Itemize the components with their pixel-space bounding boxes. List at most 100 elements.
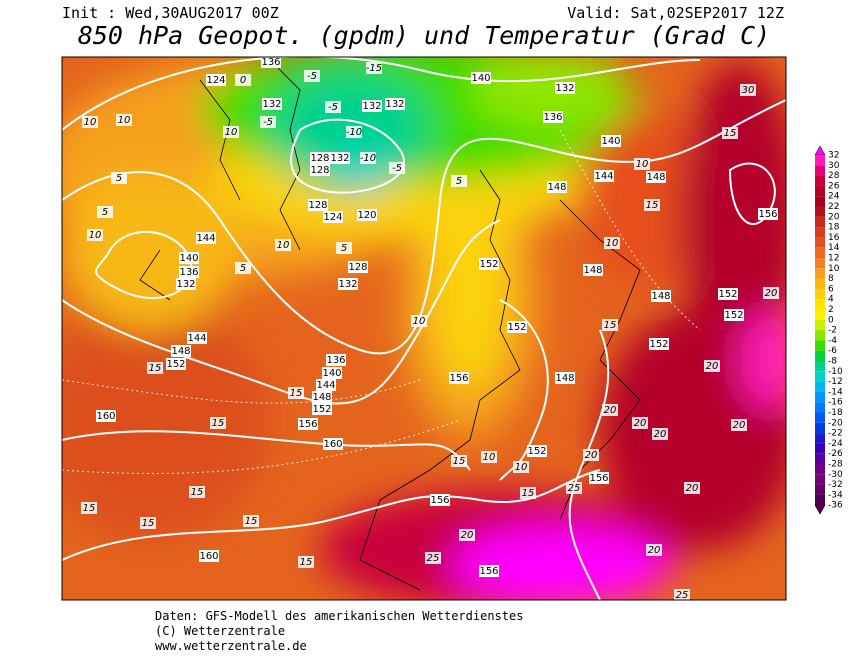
geopotential-label-box bbox=[308, 199, 328, 211]
geopotential-label-box bbox=[362, 100, 382, 112]
geopotential-label: 132 bbox=[338, 279, 357, 290]
temperature-label-box bbox=[366, 62, 382, 74]
geopotential-label: 160 bbox=[323, 439, 342, 450]
colorbar-swatch bbox=[815, 155, 825, 166]
geopotential-label-box bbox=[323, 211, 343, 223]
geopotential-label: 148 bbox=[646, 172, 665, 183]
geopotential-label-box bbox=[310, 152, 330, 164]
colorbar-label: -36 bbox=[828, 501, 843, 511]
temperature-label: 10 bbox=[413, 316, 426, 327]
geopotential-label-box bbox=[646, 171, 666, 183]
geopotential-label-box bbox=[262, 98, 282, 110]
colorbar-label: 4 bbox=[828, 295, 834, 305]
geopotential-label: 128 bbox=[348, 262, 367, 273]
temperature-label-box bbox=[288, 387, 304, 399]
colorbar-label: 6 bbox=[828, 284, 834, 294]
geopotential-label: 132 bbox=[385, 99, 404, 110]
temperature-label-box bbox=[740, 84, 756, 96]
geopotential-label-box bbox=[338, 278, 358, 290]
geopotential-label: 152 bbox=[166, 359, 185, 370]
temperature-label: -5 bbox=[328, 102, 338, 113]
geopotential-label-box bbox=[312, 391, 332, 403]
geopotential-label: 144 bbox=[594, 171, 613, 182]
temperature-label: 20 bbox=[604, 405, 617, 416]
temperature-label: 20 bbox=[765, 288, 778, 299]
temperature-label: 15 bbox=[212, 418, 225, 429]
temperature-label-box bbox=[652, 428, 668, 440]
geopotential-label-box bbox=[330, 152, 350, 164]
geopotential-label: 148 bbox=[583, 265, 602, 276]
geopotential-label: 152 bbox=[507, 322, 526, 333]
colorbar-swatch bbox=[815, 258, 825, 269]
temperature-label: 25 bbox=[676, 590, 689, 601]
geopotential-label-box bbox=[651, 290, 671, 302]
temperature-label: 10 bbox=[84, 117, 97, 128]
temperature-label: 5 bbox=[341, 243, 347, 254]
colorbar-label: 18 bbox=[828, 223, 840, 233]
geopotential-label: 128 bbox=[308, 200, 327, 211]
geopotential-label-box bbox=[385, 98, 405, 110]
temperature-label: 5 bbox=[240, 263, 246, 274]
temperature-label: 15 bbox=[290, 388, 303, 399]
colorbar-label: 28 bbox=[828, 171, 840, 181]
temperature-label-box bbox=[389, 162, 405, 174]
colorbar: 32302826242220181614121086420-2-4-6-8-10… bbox=[814, 145, 843, 515]
geopotential-label: 144 bbox=[187, 333, 206, 344]
temperature-label-box bbox=[704, 360, 720, 372]
colorbar-label: 20 bbox=[828, 212, 840, 222]
temperature-label-box bbox=[481, 451, 497, 463]
colorbar-label: -22 bbox=[828, 429, 843, 439]
colorbar-label: -4 bbox=[828, 336, 837, 346]
geopotential-label: 152 bbox=[649, 339, 668, 350]
geopotential-label: 132 bbox=[362, 101, 381, 112]
temperature-label: -5 bbox=[392, 163, 402, 174]
colorbar-label: -34 bbox=[828, 490, 843, 500]
geopotential-label: 128 bbox=[310, 165, 329, 176]
colorbar-label: -16 bbox=[828, 398, 843, 408]
geopotential-label: 136 bbox=[179, 267, 198, 278]
geopotential-label: 136 bbox=[261, 57, 280, 68]
colorbar-swatch bbox=[815, 268, 825, 279]
temperature-label-box bbox=[97, 206, 113, 218]
colorbar-swatch bbox=[815, 412, 825, 423]
geopotential-label-box bbox=[479, 565, 499, 577]
colorbar-swatch bbox=[815, 196, 825, 207]
geopotential-label: 156 bbox=[298, 419, 317, 430]
geopotential-label-box bbox=[449, 372, 469, 384]
temperature-label: 25 bbox=[568, 483, 581, 494]
colorbar-label: -6 bbox=[828, 346, 837, 356]
temperature-label: 0 bbox=[240, 75, 246, 86]
geopotential-label: 156 bbox=[589, 473, 608, 484]
geopotential-label-box bbox=[179, 252, 199, 264]
temperature-label-box bbox=[111, 172, 127, 184]
temperature-label-box bbox=[235, 74, 251, 86]
temperature-label-box bbox=[189, 486, 205, 498]
temperature-label-box bbox=[731, 419, 747, 431]
geopotential-label: 140 bbox=[601, 136, 620, 147]
colorbar-label: -26 bbox=[828, 449, 843, 459]
temperature-label: 20 bbox=[654, 429, 667, 440]
geopotential-label-box bbox=[527, 445, 547, 457]
temperature-label: -10 bbox=[346, 127, 362, 138]
geopotential-label: 156 bbox=[449, 373, 468, 384]
geopotential-label-box bbox=[171, 345, 191, 357]
temperature-labels: 10 10 5 5 10 5 -5 -5 -5 -10 -10 -5 5 5 10 10 15 15 15 15 15 1… bbox=[81, 62, 779, 601]
colorbar-swatch bbox=[815, 237, 825, 248]
temperature-label: 15 bbox=[83, 503, 96, 514]
geopotential-label-box bbox=[471, 72, 491, 84]
geopotential-label-box bbox=[601, 135, 621, 147]
geopotential-label: 160 bbox=[96, 411, 115, 422]
temperature-label: 10 bbox=[277, 240, 290, 251]
temperature-label: 15 bbox=[300, 557, 313, 568]
geopotential-label: 144 bbox=[196, 233, 215, 244]
temperature-label-box bbox=[223, 126, 239, 138]
geopotential-label: 156 bbox=[479, 566, 498, 577]
geopotential-label-box bbox=[718, 288, 738, 300]
geopotential-label-box bbox=[323, 438, 343, 450]
temperature-label-box bbox=[260, 116, 276, 128]
geopotential-label: 152 bbox=[718, 289, 737, 300]
